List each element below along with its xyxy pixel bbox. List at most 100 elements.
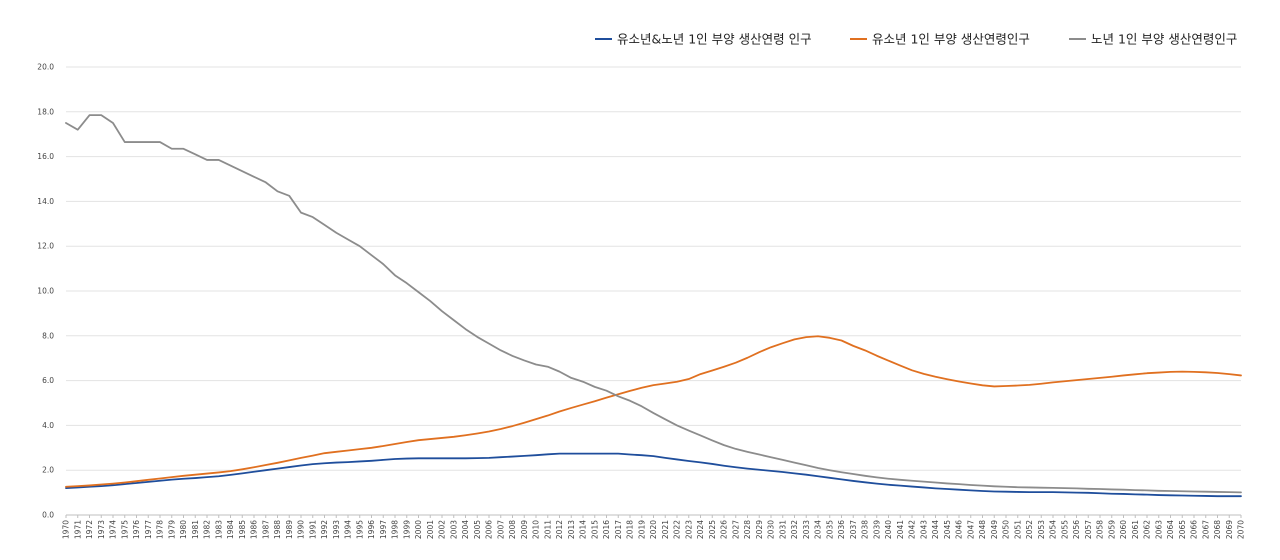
y-tick-label: 12.0 [37,242,54,251]
y-tick-label: 18.0 [37,107,54,116]
x-tick-label: 2028 [743,520,752,539]
x-tick-label: 1992 [320,520,329,539]
y-tick-label: 16.0 [37,152,54,161]
legend-label-youth: 유소년 1인 부양 생산연령인구 [872,32,1030,47]
x-tick-label: 2038 [861,520,870,539]
x-tick-label: 2003 [449,520,458,539]
x-tick-label: 2041 [896,520,905,539]
x-tick-label: 2042 [908,520,917,539]
x-tick-label: 2008 [508,520,517,539]
x-tick-label: 2039 [872,520,881,539]
x-tick-label: 1996 [367,520,376,539]
y-tick-label: 6.0 [42,376,54,385]
x-tick-label: 2010 [532,520,541,539]
x-tick-label: 1995 [355,520,364,539]
x-tick-label: 2011 [543,520,552,539]
x-tick-label: 1998 [391,520,400,539]
x-tick-label: 1990 [297,520,306,539]
x-tick-label: 1991 [308,520,317,539]
x-tick-label: 1978 [156,520,165,539]
x-tick-label: 1983 [214,520,223,539]
y-tick-label: 10.0 [37,287,54,296]
y-tick-label: 14.0 [37,197,54,206]
x-tick-label: 2006 [485,520,494,539]
x-tick-label: 2065 [1178,520,1187,539]
x-tick-label: 2018 [626,520,635,539]
x-tick-label: 2050 [1002,520,1011,539]
x-tick-label: 2068 [1213,520,1222,539]
x-tick-label: 2021 [661,520,670,539]
x-tick-label: 1987 [261,520,270,539]
x-tick-label: 1975 [120,520,129,539]
x-tick-label: 2007 [496,520,505,539]
x-tick-label: 2061 [1131,520,1140,539]
x-tick-label: 2019 [637,520,646,539]
x-tick-label: 2026 [720,520,729,539]
x-tick-label: 2009 [520,520,529,539]
x-tick-label: 1971 [73,520,82,539]
x-axis-tick-labels: 1970 1971 1972 1973 1974 1975 1976 1977 1978 1979… [62,515,1246,539]
x-tick-label: 2013 [567,520,576,539]
x-tick-label: 2067 [1201,520,1210,539]
x-tick-label: 2004 [461,520,470,539]
x-tick-label: 1993 [332,520,341,539]
x-tick-label: 2057 [1084,520,1093,539]
x-tick-label: 2048 [978,520,987,539]
x-tick-label: 2017 [614,520,623,539]
x-tick-label: 1980 [179,520,188,539]
x-tick-label: 2012 [555,520,564,539]
legend-label-total: 유소년&노년 1인 부양 생산연령 인구 [617,32,812,47]
legend: 유소년&노년 1인 부양 생산연령 인구 유소년 1인 부양 생산연령인구 노년… [595,32,1237,47]
x-tick-label: 1986 [250,520,259,539]
x-tick-label: 2027 [731,520,740,539]
x-tick-label: 2058 [1096,520,1105,539]
x-tick-label: 2030 [767,520,776,539]
x-tick-label: 2024 [696,520,705,539]
y-axis-tick-labels: 0.0 2.0 4.0 6.0 8.0 10.0 12.0 14.0 16.0 18.0 20.0 [37,63,54,520]
y-tick-label: 2.0 [42,466,54,475]
x-tick-label: 2062 [1143,520,1152,539]
x-tick-label: 2029 [755,520,764,539]
y-tick-label: 8.0 [42,331,54,340]
x-tick-label: 2064 [1166,520,1175,539]
x-tick-label: 2053 [1037,520,1046,539]
x-tick-label: 1997 [379,520,388,539]
legend-entry-elderly: 노년 1인 부양 생산연령인구 [1069,32,1237,47]
gridlines [66,66,1241,516]
y-tick-label: 20.0 [37,63,54,72]
x-tick-label: 1985 [238,520,247,539]
x-tick-label: 1982 [203,520,212,539]
x-tick-label: 2059 [1107,520,1116,539]
y-tick-label: 0.0 [42,511,54,520]
x-tick-label: 2047 [966,520,975,539]
x-tick-label: 1979 [167,520,176,539]
x-tick-label: 2036 [837,520,846,539]
x-tick-label: 1999 [402,520,411,539]
x-tick-label: 2066 [1190,520,1199,539]
x-tick-label: 2025 [708,520,717,539]
x-tick-label: 2035 [825,520,834,539]
x-tick-label: 2032 [790,520,799,539]
x-tick-label: 2014 [579,520,588,539]
x-tick-label: 1976 [132,520,141,539]
series-line-1 [65,335,1242,488]
x-tick-label: 1984 [226,520,235,539]
x-tick-label: 1977 [144,520,153,539]
x-tick-label: 2063 [1154,520,1163,539]
legend-entry-youth: 유소년 1인 부양 생산연령인구 [850,32,1030,47]
x-tick-label: 1974 [109,520,118,539]
series-lines [65,114,1242,498]
series-line-0 [65,452,1242,498]
x-tick-label: 2037 [849,520,858,539]
x-tick-label: 2031 [778,520,787,539]
x-tick-label: 1994 [344,520,353,539]
x-tick-label: 2033 [802,520,811,539]
x-tick-label: 2022 [673,520,682,539]
x-tick-label: 2020 [649,520,658,539]
x-tick-label: 2005 [473,520,482,539]
x-tick-label: 1988 [273,520,282,539]
x-tick-label: 2052 [1025,520,1034,539]
x-tick-label: 2023 [684,520,693,539]
y-tick-label: 4.0 [42,421,54,430]
